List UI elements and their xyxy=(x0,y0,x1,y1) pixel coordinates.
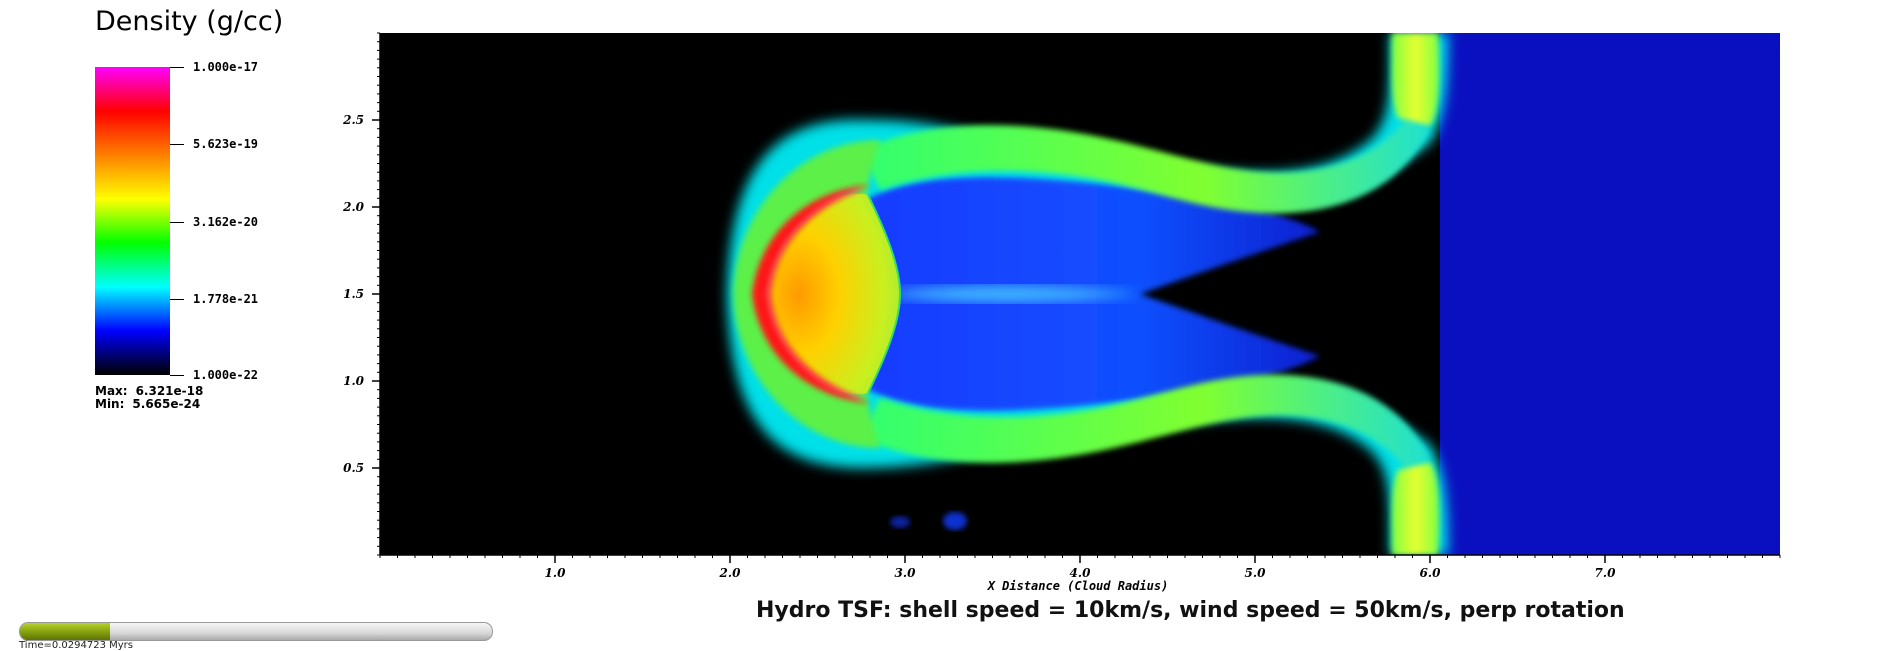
min-label: Min: xyxy=(95,397,125,411)
legend-title: Density (g/cc) xyxy=(95,6,284,37)
y-tick-label: 2.5 xyxy=(342,113,364,127)
x-tick-label: 7.0 xyxy=(1595,566,1617,580)
upper-stream xyxy=(860,120,1430,214)
y-tick-label: 1.0 xyxy=(343,374,365,388)
x-tick-label: 6.0 xyxy=(1420,566,1442,580)
x-tick-label: 2.0 xyxy=(719,566,742,580)
y-tick-label: 2.0 xyxy=(342,200,365,214)
debris-blob xyxy=(943,512,967,530)
time-progress-bar xyxy=(19,622,493,641)
colorbar xyxy=(95,67,170,375)
x-axis-title: X Distance (Cloud Radius) xyxy=(987,579,1169,593)
max-readout: Max: 6.321e-18 xyxy=(95,384,203,398)
x-tick-label: 3.0 xyxy=(895,566,917,580)
colorbar-tick xyxy=(170,299,184,300)
plot-caption: Hydro TSF: shell speed = 10km/s, wind sp… xyxy=(756,598,1625,623)
min-value: 5.665e-24 xyxy=(132,397,201,411)
x-tick-label: 5.0 xyxy=(1245,566,1267,580)
core-boundary xyxy=(867,194,902,394)
wind-front-lower xyxy=(1391,462,1440,555)
colorbar-label-max: 1.000e-17 xyxy=(193,60,259,74)
lower-stream xyxy=(860,374,1430,468)
x-tick-label: 4.0 xyxy=(1070,566,1092,580)
colorbar-label-min: 1.000e-22 xyxy=(193,368,259,382)
min-readout: Min: 5.665e-24 xyxy=(95,397,200,411)
wind-region xyxy=(1440,33,1780,555)
colorbar-tick xyxy=(170,144,184,145)
heatmap-area xyxy=(380,33,1780,555)
y-tick-label: 1.5 xyxy=(343,287,364,301)
colorbar-label: 1.778e-21 xyxy=(193,292,259,306)
wake-jet xyxy=(880,285,1140,303)
cloud-core xyxy=(765,193,900,395)
max-label: Max: xyxy=(95,384,128,398)
time-label: Time=0.0294723 Myrs xyxy=(19,640,133,651)
colorbar-tick xyxy=(170,222,184,223)
colorbar-label: 5.623e-19 xyxy=(193,137,259,151)
colorbar-tick xyxy=(170,375,184,376)
y-tick-label: 0.5 xyxy=(343,461,364,475)
time-progress-fill xyxy=(20,623,110,640)
x-tick-label: 1.0 xyxy=(545,566,567,580)
bow-shock-peak xyxy=(766,189,861,399)
max-value: 6.321e-18 xyxy=(135,384,204,398)
wind-front-upper xyxy=(1391,33,1440,126)
colorbar-label: 3.162e-20 xyxy=(193,215,259,229)
debris-blob xyxy=(890,516,910,528)
bow-shock xyxy=(752,185,870,403)
colorbar-tick xyxy=(170,67,184,68)
